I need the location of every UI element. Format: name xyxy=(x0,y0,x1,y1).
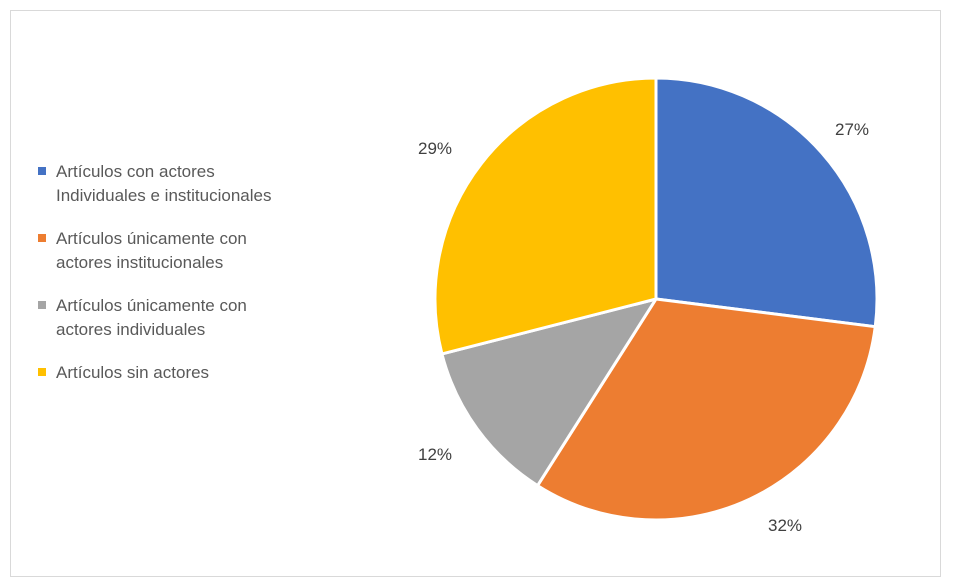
legend-swatch-gray xyxy=(38,301,46,309)
chart-legend: Artículos con actores Individuales e ins… xyxy=(38,160,358,404)
pie-slice-individual-only xyxy=(440,297,658,488)
pie-slice-individual-institutional xyxy=(654,76,879,329)
legend-label: Artículos con actores Individuales e ins… xyxy=(56,162,272,205)
legend-item-institutional-only: Artículos únicamente con actores institu… xyxy=(38,227,358,275)
legend-swatch-orange xyxy=(38,234,46,242)
legend-item-no-actors: Artículos sin actores xyxy=(38,361,358,385)
data-label-individual-only: 12% xyxy=(418,445,453,464)
legend-label: Artículos únicamente con actores individ… xyxy=(56,296,247,339)
legend-swatch-yellow xyxy=(38,368,46,376)
data-label-institutional-only: 32% xyxy=(768,516,803,535)
data-label-individual-institutional: 27% xyxy=(835,120,870,139)
pie-slice-no-actors xyxy=(433,76,658,356)
data-label-no-actors: 29% xyxy=(418,139,453,158)
legend-label: Artículos sin actores xyxy=(56,363,210,382)
legend-item-individual-institutional: Artículos con actores Individuales e ins… xyxy=(38,160,358,208)
legend-swatch-blue xyxy=(38,167,46,175)
legend-label: Artículos únicamente con actores institu… xyxy=(56,229,247,272)
legend-item-individual-only: Artículos únicamente con actores individ… xyxy=(38,294,358,342)
